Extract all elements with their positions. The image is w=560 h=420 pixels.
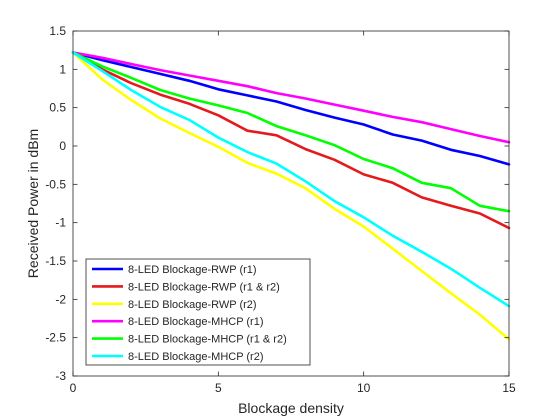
legend-entry-3: 8-LED Blockage-RWP (r2) — [128, 299, 257, 311]
legend: 8-LED Blockage-RWP (r1) 8-LED Blockage-RW… — [85, 258, 311, 366]
y-tick-label: -3 — [55, 369, 66, 383]
legend-entry-1: 8-LED Blockage-RWP (r1) — [128, 264, 257, 276]
legend-entry-2: 8-LED Blockage-RWP (r1 & r2) — [128, 281, 280, 293]
series-line-1 — [71, 51, 511, 166]
series-line-6 — [71, 51, 511, 308]
y-tick-label: -2 — [55, 292, 66, 306]
axes-box — [72, 30, 510, 377]
legend-entry-6: 8-LED Blockage-MHCP (r2) — [128, 351, 264, 363]
x-axis-label: Blockage density — [238, 400, 344, 416]
x-tick-label: 0 — [70, 381, 77, 395]
y-tick-label: 1.5 — [49, 24, 66, 38]
y-tick-label: 0 — [59, 139, 66, 153]
y-tick-label: -1.5 — [45, 254, 66, 268]
x-tick-label: 15 — [502, 381, 516, 395]
y-axis-label: Received Power in dBm — [25, 129, 41, 278]
y-tick-label: 0.5 — [49, 101, 66, 115]
y-tick-label: 1 — [59, 62, 66, 76]
ticks-layer: 0 5 10 15 -3 -2.5 -2 -1.5 -1 -0.5 0 0.5 1 1.5 — [45, 24, 516, 395]
legend-entry-5: 8-LED Blockage-MHCP (r1 & r2) — [128, 334, 287, 346]
legend-box — [85, 258, 311, 366]
series-line-3 — [71, 51, 511, 341]
y-tick-label: -0.5 — [45, 177, 66, 191]
legend-entry-4: 8-LED Blockage-MHCP (r1) — [128, 316, 264, 328]
y-tick-label: -1 — [55, 216, 66, 230]
series-line-4 — [71, 51, 511, 144]
x-tick-label: 10 — [357, 381, 371, 395]
y-tick-label: -2.5 — [45, 331, 66, 345]
series-line-2 — [71, 51, 511, 230]
x-tick-label: 5 — [215, 381, 222, 395]
series-line-5 — [71, 51, 511, 213]
series-layer — [71, 51, 511, 341]
